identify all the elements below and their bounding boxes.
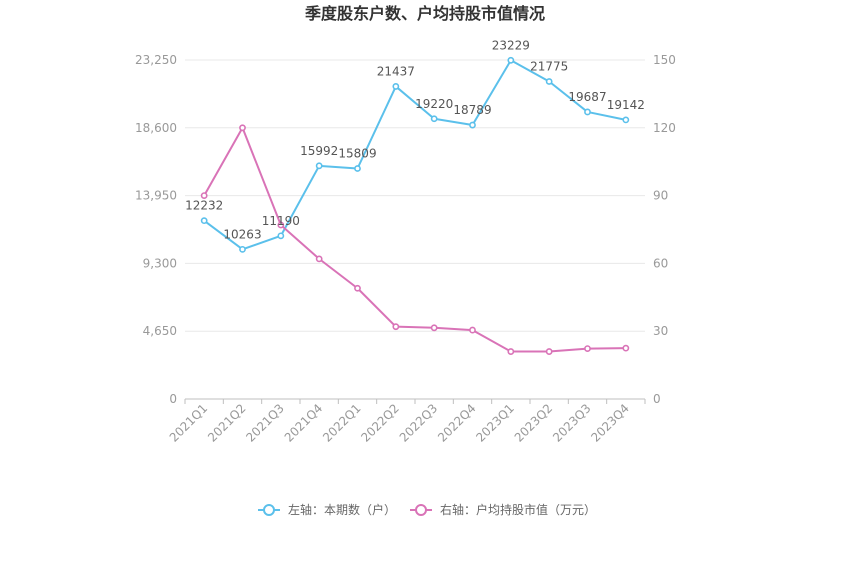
data-label: 12232 — [185, 199, 223, 213]
avg-holding-value-point — [545, 348, 553, 355]
avg-holding-value-point — [239, 124, 246, 132]
data-label: 10263 — [223, 227, 261, 241]
avg-holding-value-point — [622, 344, 630, 352]
avg-holding-value-point — [200, 192, 208, 199]
x-axis-tick-label: 2022Q2 — [358, 401, 402, 445]
series-line-avg-holding-value — [203, 126, 626, 353]
households-point — [239, 245, 246, 253]
legend-households-label: 左轴：本期数（户） — [288, 502, 396, 517]
data-label: 23229 — [492, 38, 530, 52]
grid-lines — [185, 59, 645, 332]
avg-holding-value-point — [354, 284, 361, 292]
right-axis-tick-label: 60 — [653, 256, 668, 270]
households-point — [584, 108, 591, 116]
data-label: 18789 — [453, 103, 491, 117]
households-point — [545, 78, 553, 85]
avg-holding-value-point — [469, 326, 476, 334]
x-axis-tick-label: 2023Q4 — [588, 401, 632, 445]
households-point — [277, 232, 285, 240]
households-point — [622, 116, 630, 124]
axes: 0 4,650 9,300 13,950 18,600 23,250 0 30 60 90 120 1… — [135, 53, 676, 445]
avg-holding-value-point — [430, 324, 438, 332]
left-axis-tick-label: 4,650 — [143, 324, 177, 338]
legend-avg-holding-label: 右轴：户均持股市值（万元） — [440, 502, 596, 517]
left-axis-tick-label: 9,300 — [143, 256, 177, 270]
data-label: 19687 — [568, 90, 606, 104]
data-label: 21775 — [530, 60, 568, 74]
right-axis-tick-label: 30 — [653, 324, 668, 338]
x-axis-tick-label: 2023Q1 — [473, 401, 517, 445]
x-axis-tick-label: 2021Q2 — [205, 401, 249, 445]
households-point — [392, 83, 400, 90]
households-point — [354, 165, 361, 172]
x-axis-tick-label: 2022Q4 — [435, 401, 479, 445]
x-axis-tick-label: 2021Q3 — [243, 401, 287, 445]
series-layer — [200, 56, 630, 355]
avg-holding-value-point — [277, 221, 285, 229]
chart-title: 季度股东户数、户均持股市值情况 — [304, 4, 545, 23]
households-point — [469, 121, 476, 129]
data-label: 19142 — [607, 98, 645, 112]
data-label: 15809 — [338, 146, 376, 160]
legend: 左轴：本期数（户） 右轴：户均持股市值（万元） — [258, 502, 596, 517]
x-axis-tick-label: 2023Q2 — [512, 401, 556, 445]
x-axis-tick-label: 2022Q3 — [397, 401, 441, 445]
x-axis-tick-label: 2023Q3 — [550, 401, 594, 445]
left-axis-tick-label: 23,250 — [135, 53, 177, 67]
households-point — [507, 56, 515, 64]
households-point — [430, 115, 438, 123]
legend-households-marker — [263, 504, 275, 516]
right-axis-tick-label: 150 — [653, 53, 676, 67]
left-axis-tick-label: 13,950 — [135, 189, 177, 203]
avg-holding-value-point — [315, 255, 323, 263]
left-axis-tick-label: 0 — [169, 392, 177, 406]
right-axis-tick-label: 90 — [653, 189, 668, 203]
right-axis-tick-label: 120 — [653, 121, 676, 135]
avg-holding-value-point — [392, 323, 400, 331]
legend-avg-holding-marker — [415, 504, 427, 516]
data-label: 19220 — [415, 97, 453, 111]
avg-holding-value-point — [584, 345, 591, 353]
x-axis-tick-label: 2021Q1 — [167, 401, 211, 445]
data-label: 15992 — [300, 144, 338, 158]
data-label: 21437 — [377, 64, 415, 78]
households-point — [315, 162, 323, 170]
avg-holding-value-point — [507, 348, 515, 355]
left-axis-tick-label: 18,600 — [135, 121, 177, 135]
series-line-households — [203, 59, 627, 251]
households-point — [200, 217, 208, 225]
x-axis-tick-label: 2022Q1 — [320, 401, 364, 445]
x-axis-tick-label: 2021Q4 — [282, 401, 326, 445]
data-label: 11190 — [262, 214, 300, 228]
right-axis-tick-label: 0 — [653, 392, 661, 406]
